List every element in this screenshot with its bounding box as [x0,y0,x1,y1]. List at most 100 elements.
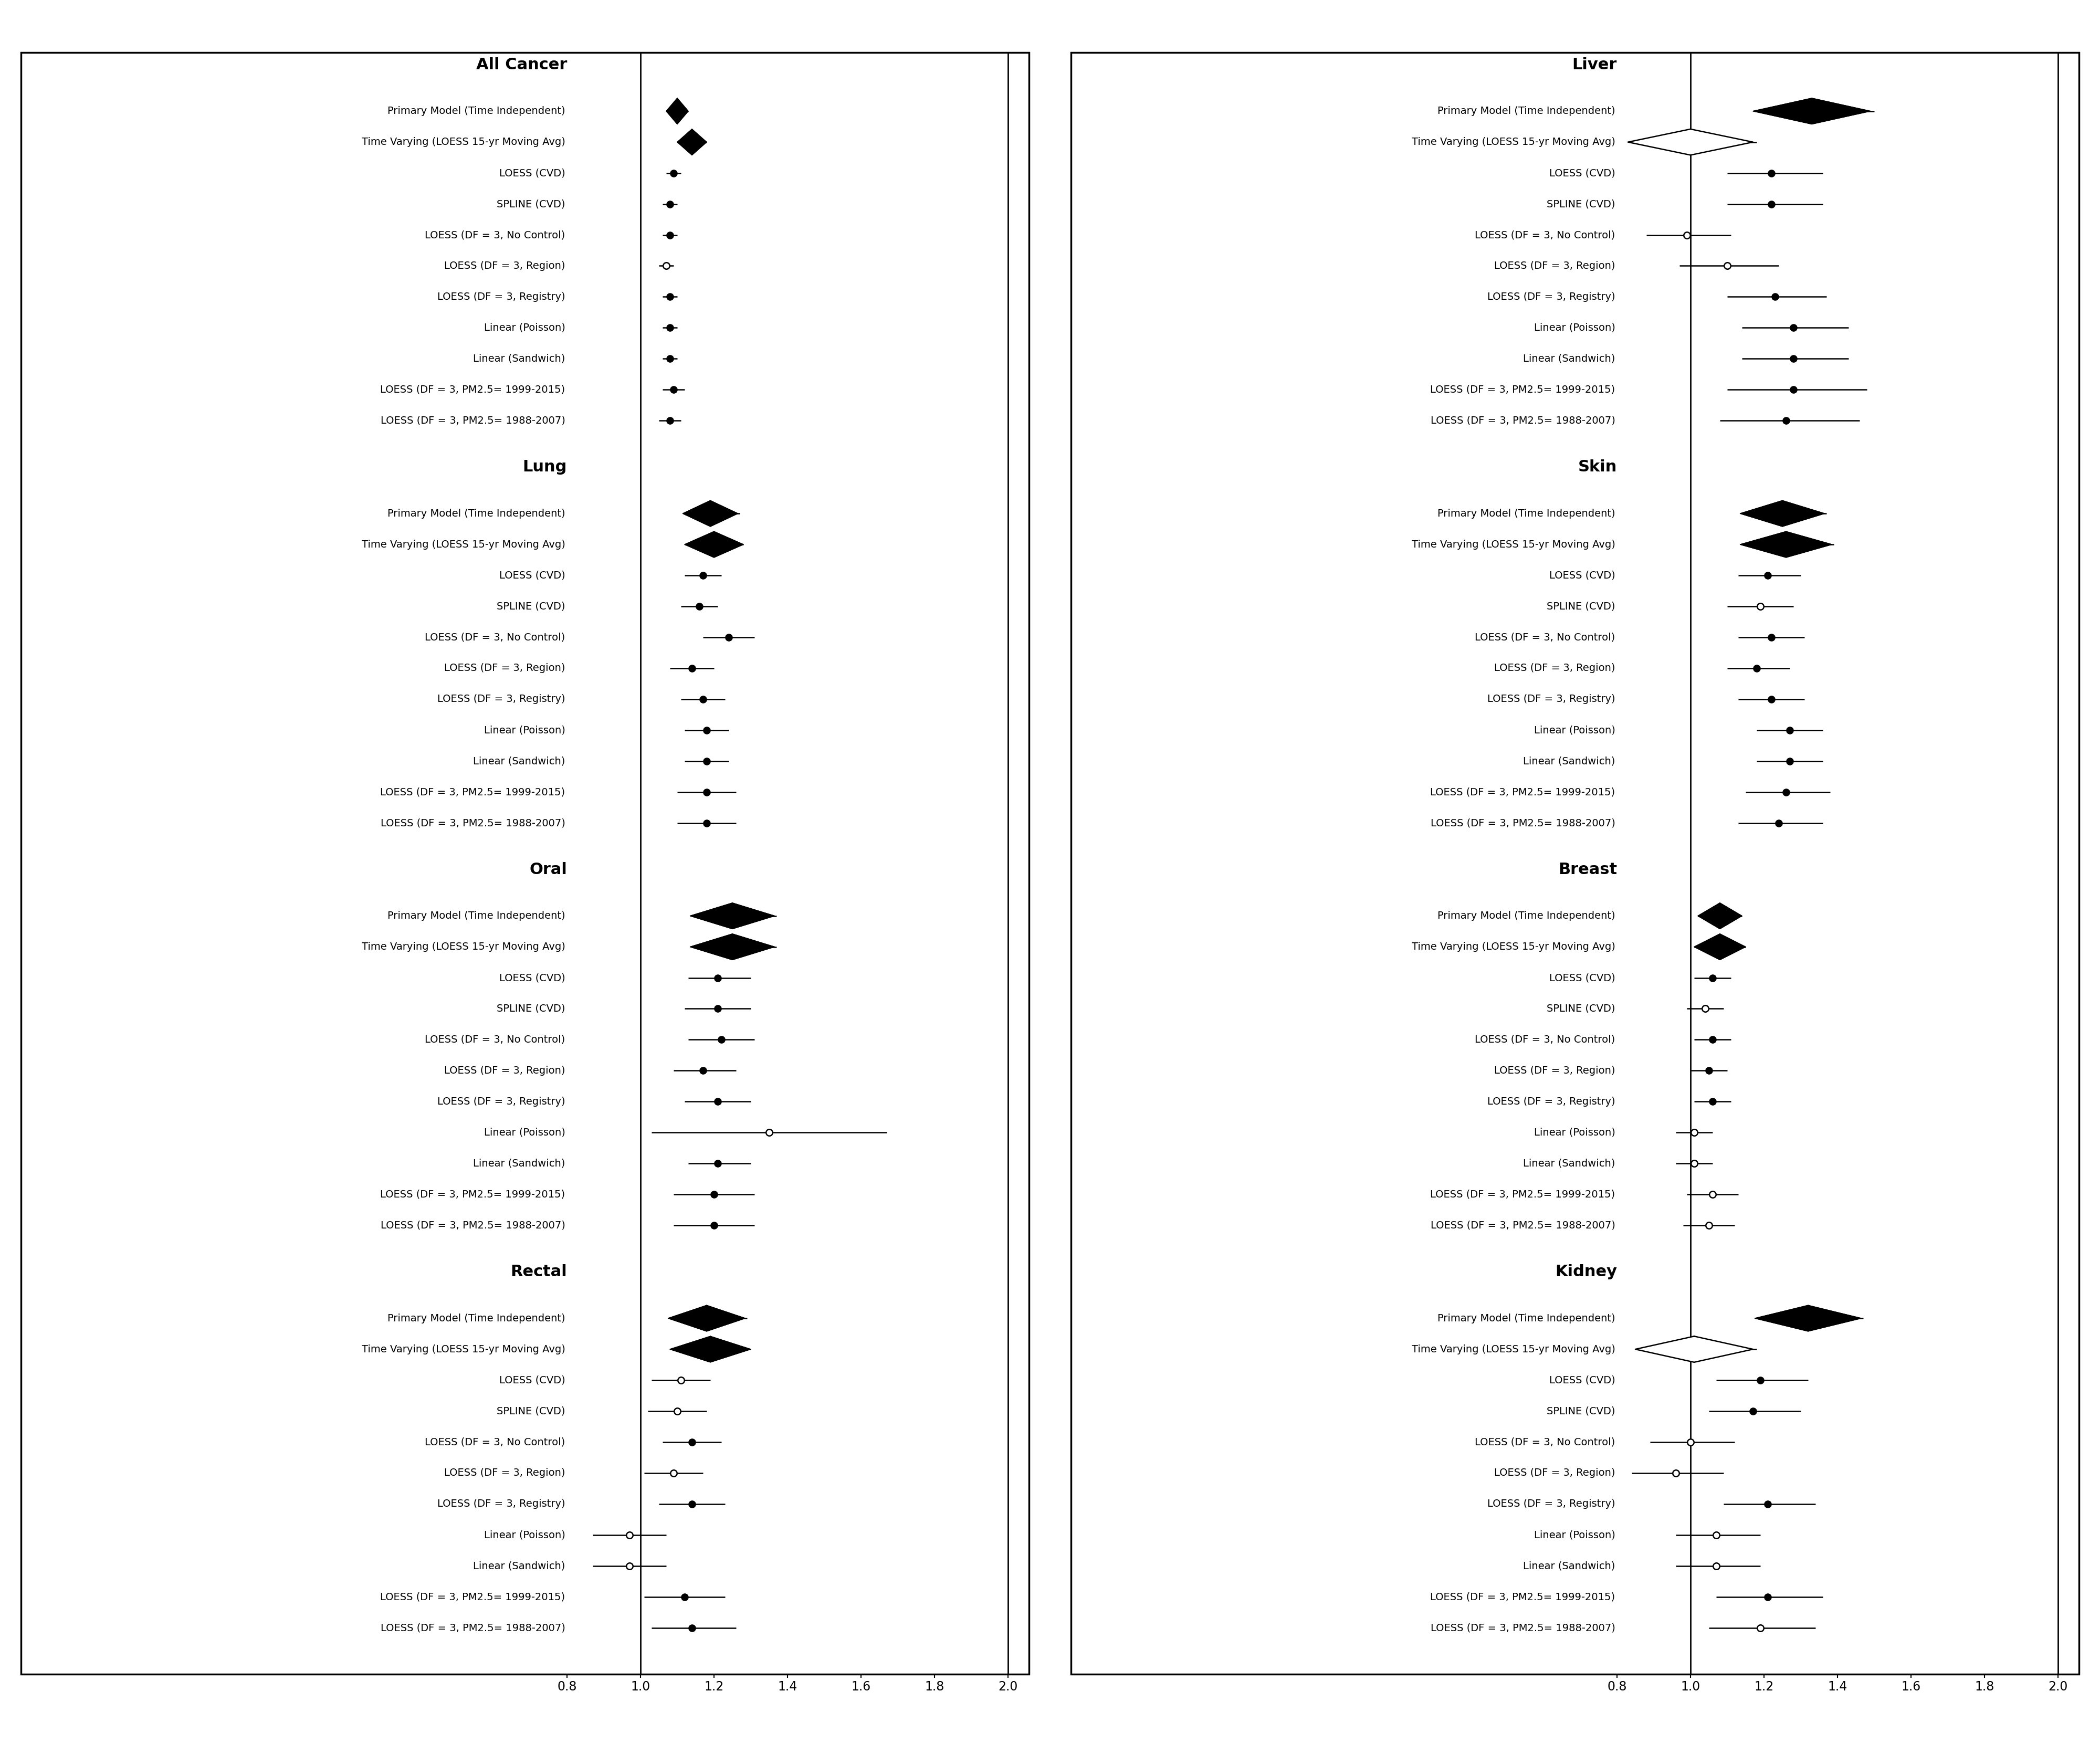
Text: LOESS (DF = 3, Registry): LOESS (DF = 3, Registry) [437,1500,565,1509]
Text: LOESS (DF = 3, PM2.5= 1988-2007): LOESS (DF = 3, PM2.5= 1988-2007) [1430,415,1615,426]
Text: LOESS (CVD): LOESS (CVD) [500,1376,565,1385]
Text: LOESS (DF = 3, PM2.5= 1999-2015): LOESS (DF = 3, PM2.5= 1999-2015) [1430,385,1615,394]
Text: LOESS (DF = 3, No Control): LOESS (DF = 3, No Control) [424,1034,565,1045]
Polygon shape [1636,1336,1753,1362]
Text: SPLINE (CVD): SPLINE (CVD) [498,199,565,209]
Text: LOESS (DF = 3, PM2.5= 1988-2007): LOESS (DF = 3, PM2.5= 1988-2007) [1430,1221,1615,1231]
Text: LOESS (DF = 3, PM2.5= 1988-2007): LOESS (DF = 3, PM2.5= 1988-2007) [380,1221,565,1231]
Text: Rectal: Rectal [510,1264,567,1280]
Text: LOESS (DF = 3, Region): LOESS (DF = 3, Region) [1495,262,1615,270]
Polygon shape [682,501,737,527]
Polygon shape [1754,98,1871,124]
Text: Linear (Sandwich): Linear (Sandwich) [1522,757,1615,766]
Text: LOESS (DF = 3, No Control): LOESS (DF = 3, No Control) [424,1437,565,1448]
Text: LOESS (DF = 3, Region): LOESS (DF = 3, Region) [445,663,565,673]
Text: Linear (Sandwich): Linear (Sandwich) [1522,1158,1615,1168]
Text: LOESS (DF = 3, No Control): LOESS (DF = 3, No Control) [1474,1034,1615,1045]
Text: LOESS (DF = 3, Region): LOESS (DF = 3, Region) [1495,1468,1615,1477]
Polygon shape [666,98,689,124]
Text: Linear (Poisson): Linear (Poisson) [1533,1529,1615,1540]
Text: SPLINE (CVD): SPLINE (CVD) [1546,199,1615,209]
Polygon shape [668,1305,746,1331]
Text: Primary Model (Time Independent): Primary Model (Time Independent) [386,106,565,117]
Text: Linear (Poisson): Linear (Poisson) [483,1529,565,1540]
Text: LOESS (CVD): LOESS (CVD) [1550,570,1615,581]
Text: Breast: Breast [1558,862,1617,877]
Text: LOESS (DF = 3, Registry): LOESS (DF = 3, Registry) [1487,291,1615,302]
Text: SPLINE (CVD): SPLINE (CVD) [1546,602,1615,612]
Text: LOESS (DF = 3, Region): LOESS (DF = 3, Region) [445,1468,565,1477]
Text: LOESS (DF = 3, No Control): LOESS (DF = 3, No Control) [1474,1437,1615,1448]
Text: LOESS (CVD): LOESS (CVD) [1550,1376,1615,1385]
Text: LOESS (DF = 3, No Control): LOESS (DF = 3, No Control) [1474,633,1615,642]
Text: SPLINE (CVD): SPLINE (CVD) [1546,1005,1615,1013]
Text: Time Varying (LOESS 15-yr Moving Avg): Time Varying (LOESS 15-yr Moving Avg) [361,1345,565,1355]
Text: LOESS (DF = 3, PM2.5= 1999-2015): LOESS (DF = 3, PM2.5= 1999-2015) [380,385,565,394]
Text: Time Varying (LOESS 15-yr Moving Avg): Time Varying (LOESS 15-yr Moving Avg) [361,539,565,549]
Polygon shape [685,532,743,558]
Text: Linear (Sandwich): Linear (Sandwich) [1522,354,1615,364]
Text: LOESS (CVD): LOESS (CVD) [1550,167,1615,178]
Text: Linear (Poisson): Linear (Poisson) [483,323,565,333]
Text: LOESS (CVD): LOESS (CVD) [500,570,565,581]
Text: SPLINE (CVD): SPLINE (CVD) [1546,1406,1615,1416]
Text: LOESS (DF = 3, Registry): LOESS (DF = 3, Registry) [1487,694,1615,705]
Text: LOESS (DF = 3, PM2.5= 1988-2007): LOESS (DF = 3, PM2.5= 1988-2007) [380,818,565,828]
Text: LOESS (DF = 3, PM2.5= 1999-2015): LOESS (DF = 3, PM2.5= 1999-2015) [1430,1189,1615,1200]
Text: LOESS (DF = 3, PM2.5= 1999-2015): LOESS (DF = 3, PM2.5= 1999-2015) [380,1592,565,1601]
Text: Linear (Poisson): Linear (Poisson) [483,1128,565,1137]
Text: Linear (Sandwich): Linear (Sandwich) [472,757,565,766]
Polygon shape [1741,501,1825,527]
Text: LOESS (DF = 3, PM2.5= 1988-2007): LOESS (DF = 3, PM2.5= 1988-2007) [380,1624,565,1632]
Text: LOESS (DF = 3, No Control): LOESS (DF = 3, No Control) [424,230,565,241]
Text: Time Varying (LOESS 15-yr Moving Avg): Time Varying (LOESS 15-yr Moving Avg) [1411,138,1615,146]
Polygon shape [1741,532,1831,558]
Text: Primary Model (Time Independent): Primary Model (Time Independent) [386,509,565,518]
Text: Kidney: Kidney [1554,1264,1617,1280]
Text: Liver: Liver [1573,58,1617,72]
Text: LOESS (DF = 3, PM2.5= 1988-2007): LOESS (DF = 3, PM2.5= 1988-2007) [1430,818,1615,828]
Text: LOESS (CVD): LOESS (CVD) [1550,973,1615,984]
Text: Time Varying (LOESS 15-yr Moving Avg): Time Varying (LOESS 15-yr Moving Avg) [1411,942,1615,952]
Text: Primary Model (Time Independent): Primary Model (Time Independent) [1436,509,1615,518]
Polygon shape [691,933,775,959]
Text: LOESS (DF = 3, Registry): LOESS (DF = 3, Registry) [437,694,565,705]
Text: Primary Model (Time Independent): Primary Model (Time Independent) [1436,106,1615,117]
Text: Linear (Poisson): Linear (Poisson) [1533,323,1615,333]
Polygon shape [1695,933,1745,959]
Text: Primary Model (Time Independent): Primary Model (Time Independent) [1436,910,1615,921]
Polygon shape [676,129,706,155]
Polygon shape [1756,1305,1861,1331]
Text: SPLINE (CVD): SPLINE (CVD) [498,1406,565,1416]
Text: LOESS (DF = 3, PM2.5= 1999-2015): LOESS (DF = 3, PM2.5= 1999-2015) [380,1189,565,1200]
Text: LOESS (DF = 3, No Control): LOESS (DF = 3, No Control) [424,633,565,642]
Text: LOESS (DF = 3, PM2.5= 1999-2015): LOESS (DF = 3, PM2.5= 1999-2015) [1430,787,1615,797]
Text: LOESS (DF = 3, PM2.5= 1988-2007): LOESS (DF = 3, PM2.5= 1988-2007) [380,415,565,426]
Text: LOESS (DF = 3, Registry): LOESS (DF = 3, Registry) [437,291,565,302]
Text: LOESS (DF = 3, Region): LOESS (DF = 3, Region) [1495,663,1615,673]
Text: Linear (Poisson): Linear (Poisson) [1533,1128,1615,1137]
Polygon shape [1697,903,1743,930]
Text: LOESS (DF = 3, Region): LOESS (DF = 3, Region) [445,1066,565,1076]
Text: Primary Model (Time Independent): Primary Model (Time Independent) [1436,1313,1615,1324]
Text: LOESS (DF = 3, PM2.5= 1988-2007): LOESS (DF = 3, PM2.5= 1988-2007) [1430,1624,1615,1632]
Text: Oral: Oral [529,862,567,877]
Text: Primary Model (Time Independent): Primary Model (Time Independent) [386,910,565,921]
Text: LOESS (DF = 3, Registry): LOESS (DF = 3, Registry) [437,1097,565,1107]
Text: All Cancer: All Cancer [477,58,567,72]
Text: LOESS (DF = 3, Registry): LOESS (DF = 3, Registry) [1487,1500,1615,1509]
Polygon shape [1628,129,1754,155]
Text: Linear (Poisson): Linear (Poisson) [1533,726,1615,736]
Text: Time Varying (LOESS 15-yr Moving Avg): Time Varying (LOESS 15-yr Moving Avg) [361,138,565,146]
Text: Lung: Lung [523,459,567,474]
Text: Skin: Skin [1577,459,1617,474]
Text: Time Varying (LOESS 15-yr Moving Avg): Time Varying (LOESS 15-yr Moving Avg) [361,942,565,952]
Polygon shape [691,903,775,930]
Text: LOESS (DF = 3, PM2.5= 1999-2015): LOESS (DF = 3, PM2.5= 1999-2015) [380,787,565,797]
Polygon shape [670,1336,750,1362]
Text: SPLINE (CVD): SPLINE (CVD) [498,1005,565,1013]
Text: Primary Model (Time Independent): Primary Model (Time Independent) [386,1313,565,1324]
Text: Linear (Sandwich): Linear (Sandwich) [472,1561,565,1571]
Text: LOESS (DF = 3, Registry): LOESS (DF = 3, Registry) [1487,1097,1615,1107]
Text: LOESS (DF = 3, Region): LOESS (DF = 3, Region) [1495,1066,1615,1076]
